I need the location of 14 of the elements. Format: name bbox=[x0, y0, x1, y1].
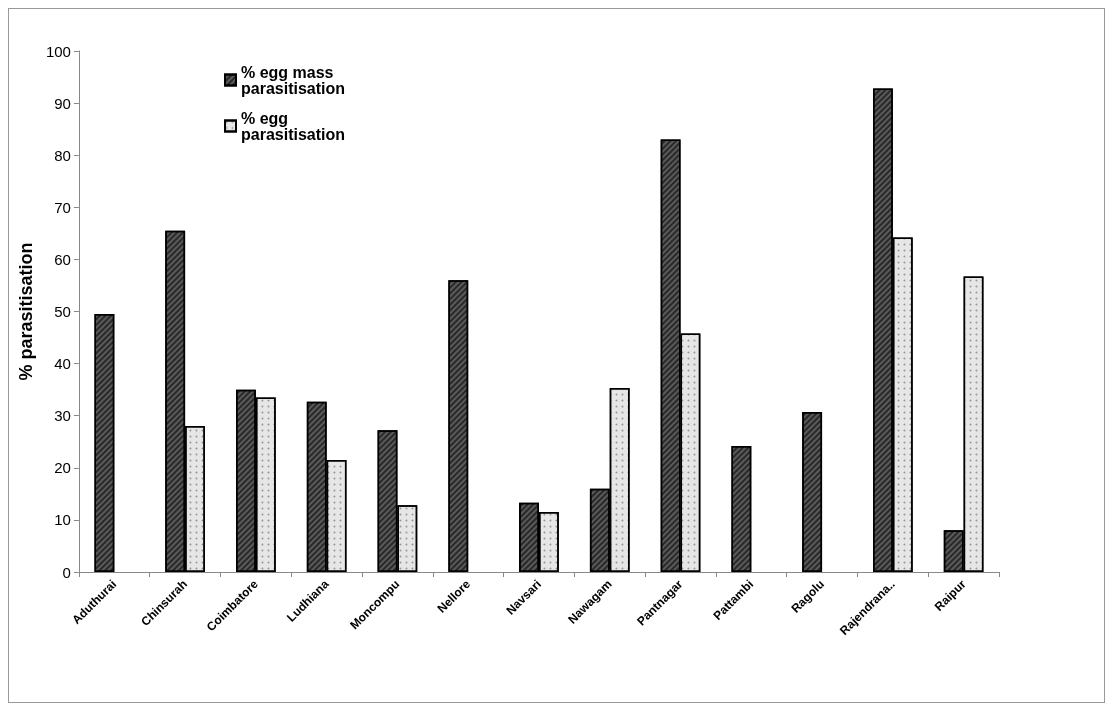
y-tick-label: 70 bbox=[54, 198, 71, 216]
y-tick-label: 10 bbox=[54, 511, 71, 529]
y-axis-title: % parasitisation bbox=[16, 242, 36, 381]
y-tick-label: 90 bbox=[54, 94, 71, 112]
legend-label: % egg parasitisation bbox=[241, 109, 346, 143]
y-tick-label: 0 bbox=[62, 563, 71, 581]
y-tick-label: 60 bbox=[54, 250, 71, 268]
y-tick-label: 50 bbox=[54, 303, 71, 320]
y-tick-label: 30 bbox=[54, 407, 71, 425]
legend-label: % egg mass parasitisation bbox=[241, 63, 346, 97]
y-tick-label: 100 bbox=[45, 42, 71, 60]
y-tick-label: 40 bbox=[54, 355, 71, 373]
y-tick-label: 20 bbox=[54, 459, 71, 477]
y-tick-label: 80 bbox=[54, 146, 71, 164]
